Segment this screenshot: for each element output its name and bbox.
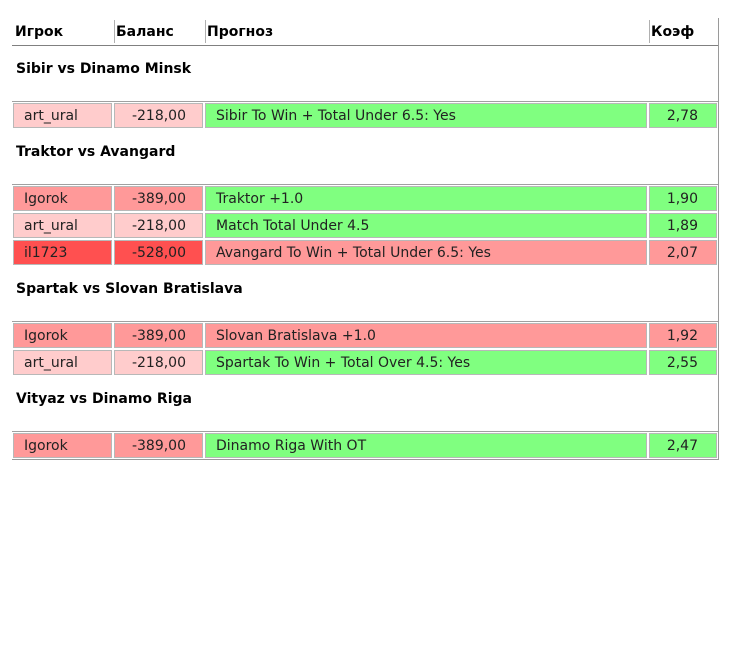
section-spacer bbox=[12, 83, 718, 101]
table-row: art_ural -218,00 Spartak To Win + Total Ov… bbox=[12, 349, 718, 376]
prediction-cell: Match Total Under 4.5 bbox=[205, 213, 647, 238]
prediction-cell: Dinamo Riga With OT bbox=[205, 433, 647, 458]
match-section: Sibir vs Dinamo Minsk art_ural -218,00 Sibi… bbox=[12, 56, 718, 129]
header-prediction: Прогноз bbox=[207, 24, 274, 40]
player-cell: Igorok bbox=[13, 186, 112, 211]
predictions-table: Игрок Баланс Прогноз Коэф Sibir vs Dinam… bbox=[12, 18, 719, 460]
table-row: Igorok -389,00 Dinamo Riga With OT 2,47 bbox=[12, 432, 718, 459]
table-row: Igorok -389,00 Slovan Bratislava +1.0 1,92 bbox=[12, 322, 718, 349]
table-row: art_ural -218,00 Match Total Under 4.5 1,89 bbox=[12, 212, 718, 239]
player-cell: Igorok bbox=[13, 323, 112, 348]
match-section: Spartak vs Slovan Bratislava Igorok -389,0… bbox=[12, 276, 718, 376]
match-title: Vityaz vs Dinamo Riga bbox=[16, 391, 192, 407]
match-title: Traktor vs Avangard bbox=[16, 144, 176, 160]
table-row: art_ural -218,00 Sibir To Win + Total Unde… bbox=[12, 102, 718, 129]
coef-cell: 2,07 bbox=[649, 240, 717, 265]
player-cell: art_ural bbox=[13, 103, 112, 128]
matches-list: Sibir vs Dinamo Minsk art_ural -218,00 Sibi… bbox=[12, 56, 718, 459]
section-spacer bbox=[12, 303, 718, 321]
coef-cell: 1,89 bbox=[649, 213, 717, 238]
coef-cell: 2,47 bbox=[649, 433, 717, 458]
header-balance: Баланс bbox=[116, 24, 174, 40]
prediction-cell: Slovan Bratislava +1.0 bbox=[205, 323, 647, 348]
coef-cell: 2,78 bbox=[649, 103, 717, 128]
prediction-rows: art_ural -218,00 Sibir To Win + Total Unde… bbox=[12, 101, 718, 129]
balance-cell: -218,00 bbox=[114, 103, 203, 128]
match-section: Vityaz vs Dinamo Riga Igorok -389,00 Dinamo… bbox=[12, 386, 718, 459]
balance-cell: -218,00 bbox=[114, 350, 203, 375]
table-row: il1723 -528,00 Avangard To Win + Total Und… bbox=[12, 239, 718, 266]
coef-cell: 1,92 bbox=[649, 323, 717, 348]
balance-cell: -218,00 bbox=[114, 213, 203, 238]
coef-cell: 1,90 bbox=[649, 186, 717, 211]
player-cell: Igorok bbox=[13, 433, 112, 458]
balance-cell: -389,00 bbox=[114, 433, 203, 458]
match-section: Traktor vs Avangard Igorok -389,00 Traktor … bbox=[12, 139, 718, 266]
prediction-cell: Spartak To Win + Total Over 4.5: Yes bbox=[205, 350, 647, 375]
header-player: Игрок bbox=[15, 24, 64, 40]
prediction-cell: Traktor +1.0 bbox=[205, 186, 647, 211]
balance-cell: -528,00 bbox=[114, 240, 203, 265]
prediction-cell: Avangard To Win + Total Under 6.5: Yes bbox=[205, 240, 647, 265]
match-title: Sibir vs Dinamo Minsk bbox=[16, 61, 192, 77]
balance-cell: -389,00 bbox=[114, 186, 203, 211]
prediction-rows: Igorok -389,00 Slovan Bratislava +1.0 1,92 a… bbox=[12, 321, 718, 376]
balance-cell: -389,00 bbox=[114, 323, 203, 348]
section-spacer bbox=[12, 413, 718, 431]
player-cell: art_ural bbox=[13, 213, 112, 238]
table-row: Igorok -389,00 Traktor +1.0 1,90 bbox=[12, 185, 718, 212]
header-divider bbox=[649, 20, 650, 43]
prediction-cell: Sibir To Win + Total Under 6.5: Yes bbox=[205, 103, 647, 128]
header-divider bbox=[114, 20, 115, 43]
prediction-rows: Igorok -389,00 Dinamo Riga With OT 2,47 bbox=[12, 431, 718, 459]
coef-cell: 2,55 bbox=[649, 350, 717, 375]
header-coef: Коэф bbox=[651, 24, 695, 40]
table-header: Игрок Баланс Прогноз Коэф bbox=[12, 18, 718, 46]
section-spacer bbox=[12, 166, 718, 184]
player-cell: il1723 bbox=[13, 240, 112, 265]
match-title: Spartak vs Slovan Bratislava bbox=[16, 281, 243, 297]
prediction-rows: Igorok -389,00 Traktor +1.0 1,90 art_ural -21… bbox=[12, 184, 718, 266]
player-cell: art_ural bbox=[13, 350, 112, 375]
header-divider bbox=[205, 20, 206, 43]
